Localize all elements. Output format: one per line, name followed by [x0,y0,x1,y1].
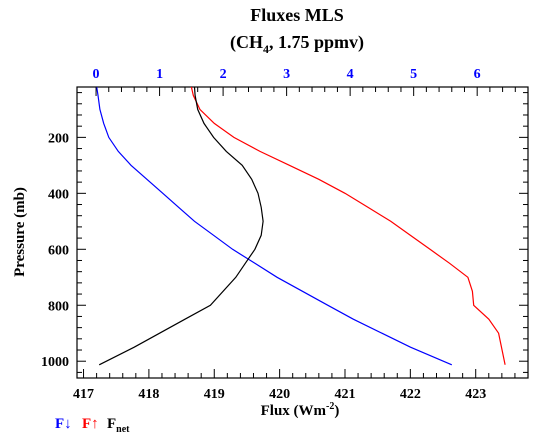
x-axis-label-main: Flux (Wm [261,403,327,419]
y-tick-label-3: 800 [48,299,69,314]
y-tick-label-4: 1000 [41,355,69,370]
top-tick-label-0: 0 [93,67,100,82]
series-line-0 [96,86,453,366]
y-tick-label-0: 200 [48,131,69,146]
top-tick-label-4: 4 [347,67,354,82]
top-tick-label-2: 2 [220,67,227,82]
series-line-1 [190,86,506,365]
bottom-tick-label-5: 422 [400,387,421,402]
top-tick-label-6: 6 [474,67,481,82]
legend-f-net: Fnet [107,416,130,432]
legend-f-up-label: F↑ [82,416,99,432]
subtitle-prefix: (CH [230,32,263,53]
legend-f-up: F↑ [82,416,99,432]
plot-area: 417 418 419 420 421 422 423 0 1 2 3 4 5 6 200 400 600 800… [41,67,529,402]
y-tick-label-1: 400 [48,187,69,202]
x-axis-label-superscript: -2 [326,401,334,412]
bottom-tick-label-2: 419 [204,387,225,402]
chart-subtitle: (CH4, 1.75 ppmv) [230,32,364,56]
y-tick-label-2: 600 [48,243,69,258]
legend-f-net-subscript: net [116,424,130,432]
top-tick-label-3: 3 [283,67,290,82]
top-tick-label-5: 5 [410,67,417,82]
x-axis-label: Flux (Wm-2) [261,401,340,419]
legend: F↓ F↑ Fnet [55,416,130,432]
bottom-tick-label-6: 423 [465,387,486,402]
subtitle-suffix: , 1.75 ppmv) [269,32,364,53]
legend-f-down-label: F↓ [55,416,72,432]
bottom-tick-label-0: 417 [73,387,94,402]
top-tick-label-1: 1 [156,67,163,82]
ticks-layer: 417 418 419 420 421 422 423 0 1 2 3 4 5 6 200 400 600 800… [41,67,528,402]
legend-f-down: F↓ [55,416,72,432]
plot-frame [76,86,529,379]
bottom-tick-label-3: 420 [269,387,290,402]
bottom-tick-label-1: 418 [138,387,159,402]
y-axis-label: Pressure (mb) [12,187,28,277]
x-axis-label-close: ) [334,403,339,419]
subtitle-subscript: 4 [263,42,269,56]
legend-f-net-label: F [107,416,116,432]
series-layer [96,86,506,366]
bottom-tick-label-4: 421 [334,387,355,402]
series-line-2 [98,86,264,366]
chart-title: Fluxes MLS [250,5,344,25]
